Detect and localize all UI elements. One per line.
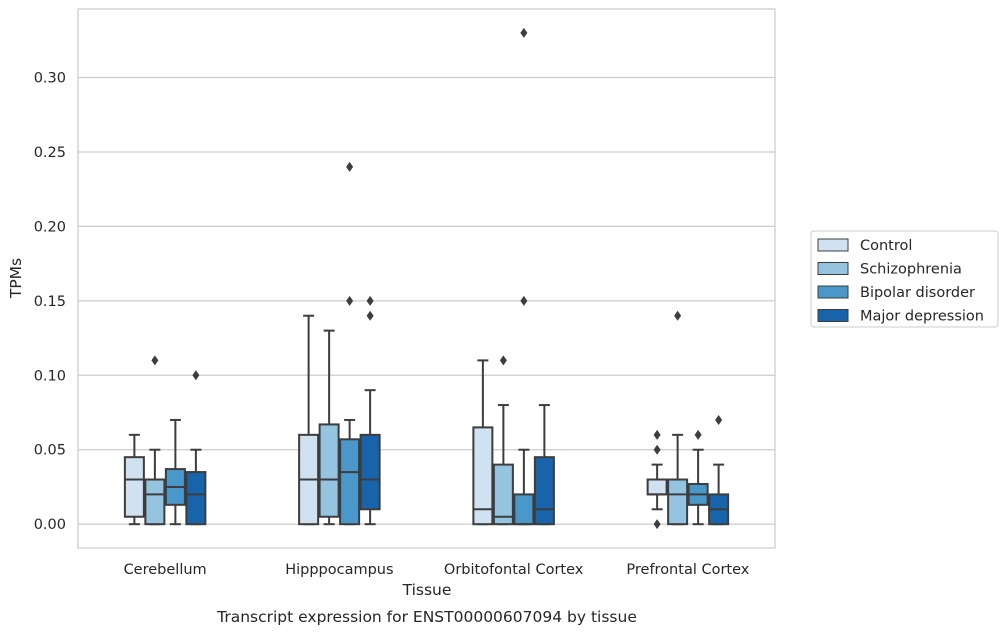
x-tick-label: Cerebellum [124,562,207,578]
legend-label: Control [860,238,912,254]
box-major-depression [708,414,730,526]
outlier-point [499,355,507,366]
outlier-point [674,310,682,321]
outlier-point [151,355,159,366]
y-tick-label: 0.25 [34,145,66,161]
legend-swatch [817,285,849,299]
chart-caption: Transcript expression for ENST0000060709… [216,608,637,626]
box-bipolar-disorder [513,27,535,526]
box-body [492,463,514,526]
outlier-point [653,444,661,455]
box-control [646,429,668,530]
box-body [185,471,207,526]
box-body [359,433,381,511]
y-tick-label: 0.15 [34,294,66,310]
legend-swatch [817,238,849,252]
plot-area [78,9,775,548]
box-control [298,314,320,526]
box-major-depression [359,295,381,526]
outlier-point [520,295,528,306]
outlier-point [520,27,528,38]
outlier-point [715,414,723,425]
box-body [123,456,145,518]
box-body [318,423,340,518]
box-major-depression [185,370,207,526]
legend: Control Schizophrenia Bipolar disorder Majo… [810,230,999,328]
box-body [646,478,668,496]
outlier-point [653,519,661,530]
y-tick-label: 0.30 [34,70,66,86]
x-axis-ticks: Cerebellum Hipppocampus Orbitofontal Corte… [124,562,750,578]
box-bipolar-disorder [339,161,361,526]
outlier-point [694,429,702,440]
outlier-point [192,370,200,381]
legend-swatch [817,309,849,322]
plot-frame [77,8,776,549]
x-axis-label: Tissue [402,581,452,599]
outlier-point [366,310,374,321]
x-tick-label: Prefrontal Cortex [626,562,749,578]
box-control [472,359,494,526]
box-body [667,478,689,526]
legend-label: Bipolar disorder [860,285,975,301]
y-tick-label: 0.20 [34,219,66,235]
x-tick-label: Orbitofontal Cortex [444,562,584,578]
box-schizophrenia [144,355,166,526]
outlier-point [366,295,374,306]
box-bipolar-disorder [164,418,186,526]
y-axis-ticks: 0.00 0.05 0.10 0.15 0.20 0.25 0.30 [34,70,66,533]
legend-frame [810,230,999,328]
outlier-point [346,161,354,172]
box-major-depression [533,404,555,526]
legend-label: Schizophrenia [860,262,962,278]
box-body [533,456,555,526]
y-tick-label: 0.00 [34,517,66,533]
y-tick-label: 0.10 [34,368,66,384]
box-schizophrenia [667,310,689,526]
outlier-point [653,429,661,440]
outlier-point [346,295,354,306]
box-schizophrenia [492,355,514,526]
legend-swatch [817,262,849,275]
box-bipolar-disorder [687,429,709,526]
legend-label: Major depression [860,309,984,325]
box-body [472,426,494,526]
y-axis-label: TPMs [7,258,25,299]
box-body [513,493,535,526]
box-body [339,438,361,526]
boxes [123,27,730,530]
box-schizophrenia [318,329,340,526]
box-control [123,433,145,526]
x-tick-label: Hipppocampus [285,562,393,578]
box-body [144,478,166,526]
y-tick-label: 0.05 [34,443,66,459]
